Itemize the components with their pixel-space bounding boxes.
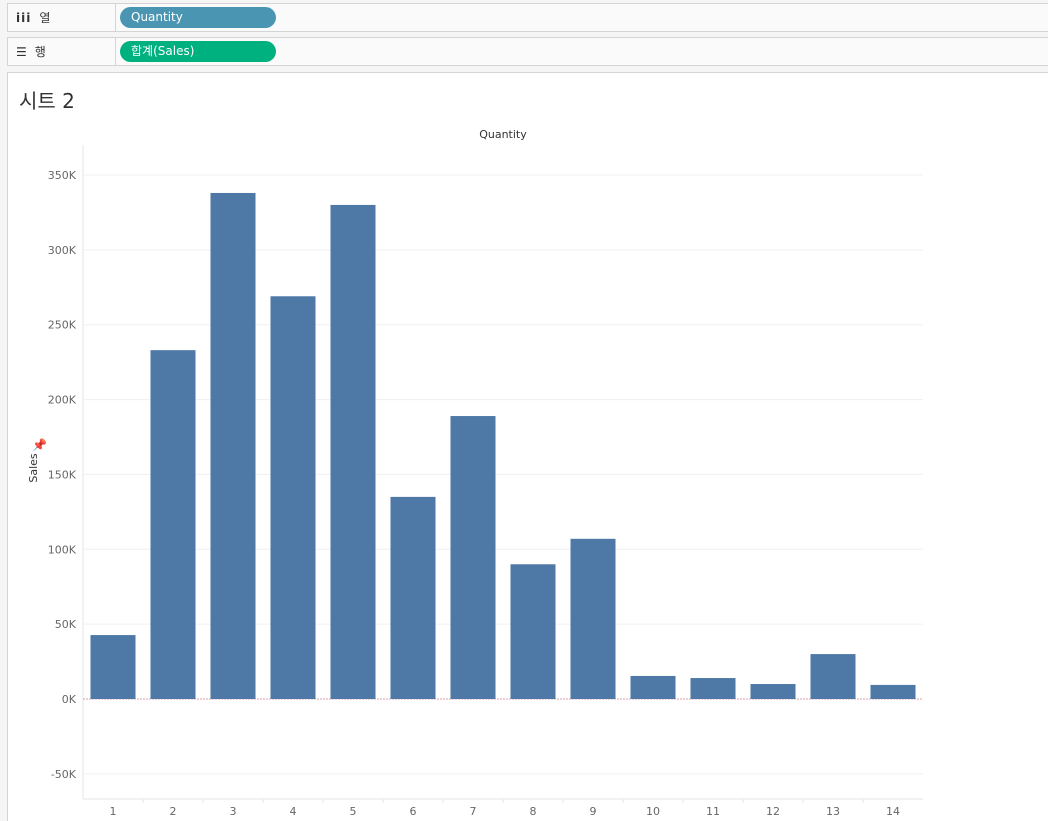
chart-title: Quantity <box>479 128 527 141</box>
bar-13 <box>810 654 856 699</box>
bar-12 <box>750 684 796 699</box>
columns-icon: iii <box>16 10 32 25</box>
bar-9 <box>570 538 616 699</box>
y-tick-label: 100K <box>48 543 77 556</box>
x-tick-label: 6 <box>410 805 417 818</box>
bar-2 <box>150 350 196 699</box>
y-tick-label: -50K <box>51 768 77 781</box>
pin-icon: 📌 <box>32 437 47 452</box>
x-tick-label: 8 <box>530 805 537 818</box>
x-tick-label: 14 <box>886 805 900 818</box>
bar-11 <box>690 678 736 699</box>
x-tick-label: 11 <box>706 805 720 818</box>
rows-shelf-label: ☰ 행 <box>8 38 116 65</box>
rows-shelf: ☰ 행 합계(Sales) <box>7 37 1048 66</box>
bar-8 <box>510 564 556 699</box>
y-tick-label: 250K <box>48 319 77 332</box>
bar-1 <box>90 635 136 699</box>
x-tick-label: 5 <box>350 805 357 818</box>
quantity-pill[interactable]: Quantity <box>120 7 276 28</box>
bar-10 <box>630 675 676 699</box>
bar-14 <box>870 684 916 699</box>
bar-4 <box>270 296 316 699</box>
x-tick-label: 4 <box>290 805 297 818</box>
bar-7 <box>450 416 496 699</box>
bar-3 <box>210 192 256 700</box>
x-tick-label: 3 <box>230 805 237 818</box>
x-tick-label: 7 <box>470 805 477 818</box>
y-axis-label: Sales <box>27 453 40 483</box>
bar-6 <box>390 496 436 699</box>
x-tick-label: 10 <box>646 805 660 818</box>
x-tick-label: 2 <box>170 805 177 818</box>
x-tick-label: 9 <box>590 805 597 818</box>
y-tick-label: 50K <box>55 618 77 631</box>
rows-icon: ☰ <box>16 44 27 59</box>
y-tick-label: 300K <box>48 244 77 257</box>
sales-pill[interactable]: 합계(Sales) <box>120 41 276 62</box>
bar-5 <box>330 204 376 699</box>
columns-shelf: iii 열 Quantity <box>7 3 1048 32</box>
y-tick-label: 150K <box>48 468 77 481</box>
y-tick-label: 350K <box>48 169 77 182</box>
sheet-title: 시트 2 <box>19 89 75 113</box>
x-tick-label: 12 <box>766 805 780 818</box>
x-tick-label: 13 <box>826 805 840 818</box>
x-tick-label: 1 <box>110 805 117 818</box>
y-tick-label: 0K <box>62 693 77 706</box>
columns-shelf-label: iii 열 <box>8 4 116 31</box>
y-tick-label: 200K <box>48 394 77 407</box>
